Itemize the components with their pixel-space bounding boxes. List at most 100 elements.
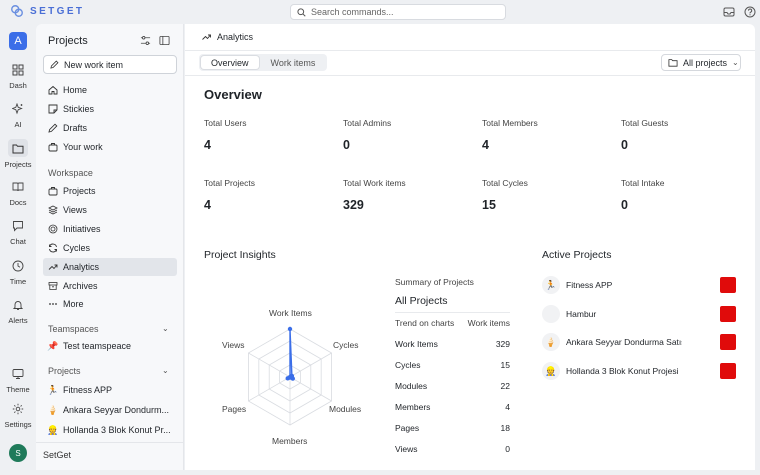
trend-icon bbox=[48, 262, 58, 272]
user-avatar[interactable]: S bbox=[9, 444, 27, 462]
sidebar-item-label: Your work bbox=[63, 142, 103, 152]
rail-item-projects[interactable]: Projects bbox=[0, 139, 36, 169]
sidebar-item-initiatives[interactable]: Initiatives bbox=[43, 220, 177, 238]
rail-item-time[interactable]: Time bbox=[0, 258, 36, 286]
rail-item-docs[interactable]: Docs bbox=[0, 179, 36, 207]
chevron-down-icon[interactable]: ⌄ bbox=[162, 324, 169, 333]
sidebar-item-label: Home bbox=[63, 85, 88, 95]
rail-item-ai[interactable]: AI bbox=[0, 101, 36, 129]
stat-total-projects: Total Projects 4 bbox=[204, 178, 334, 212]
workspace-section-label: Workspace bbox=[48, 168, 93, 178]
summary-row: Work Items 329 bbox=[395, 333, 510, 354]
briefcase-icon bbox=[48, 186, 58, 196]
summary-header: Trend on charts bbox=[395, 318, 455, 328]
sticky-note-icon bbox=[48, 104, 58, 114]
summary-row-value: 0 bbox=[505, 443, 510, 454]
brand[interactable]: SETGET bbox=[10, 4, 84, 18]
summary-table: Trend on charts Work items Work Items 32… bbox=[395, 312, 510, 459]
radar-point-work-items bbox=[287, 326, 293, 332]
app-rail: A Dash AI Projects Docs Chat Time Alerts… bbox=[0, 24, 36, 475]
breadcrumb-current[interactable]: Analytics bbox=[217, 32, 254, 42]
active-project-row[interactable]: 🍦 Ankara Seyyar Dondurma Satışı bbox=[542, 331, 736, 353]
rail-label: AI bbox=[14, 120, 22, 129]
active-project-row[interactable]: 🏃 Fitness APP bbox=[542, 274, 736, 296]
sidebar-title: Projects bbox=[48, 35, 88, 47]
archive-icon bbox=[48, 281, 58, 291]
stat-label: Total Cycles bbox=[482, 178, 528, 188]
sidebar-item-cycles[interactable]: Cycles bbox=[43, 239, 177, 257]
search-input[interactable] bbox=[311, 7, 491, 17]
chevron-down-icon[interactable]: ⌄ bbox=[162, 366, 169, 375]
rail-item-dash[interactable]: Dash bbox=[0, 62, 36, 90]
stat-total-guests: Total Guests 0 bbox=[621, 118, 751, 152]
sidebar-item-drafts[interactable]: Drafts bbox=[43, 119, 177, 137]
active-project-row[interactable]: 👷 Hollanda 3 Blok Konut Projesi bbox=[542, 360, 736, 382]
workspace-avatar[interactable]: A bbox=[9, 32, 27, 50]
stat-label: Total Projects bbox=[204, 178, 256, 188]
stat-label: Total Members bbox=[482, 118, 538, 128]
more-horizontal-icon bbox=[48, 299, 58, 309]
sidebar-project-item[interactable]: 🍦 Ankara Seyyar Dondurm... bbox=[43, 401, 177, 419]
rail-item-settings[interactable]: Settings bbox=[0, 401, 36, 429]
sidebar-item-teamspace[interactable]: 📌 Test teamspeace bbox=[43, 337, 177, 355]
summary-row-value: 4 bbox=[505, 401, 510, 412]
new-work-item-button[interactable]: New work item bbox=[43, 55, 177, 74]
filter-icon[interactable] bbox=[140, 35, 152, 47]
ice-cream-icon: 🍦 bbox=[47, 404, 59, 415]
summary-row-label: Members bbox=[395, 401, 431, 412]
projects-sidebar: Projects New work item Home Stickies Dra… bbox=[36, 24, 184, 470]
radar-axis-label: Pages bbox=[222, 404, 247, 414]
project-insights-radar-chart bbox=[248, 326, 332, 426]
monitor-icon bbox=[9, 366, 27, 382]
summary-row-value: 329 bbox=[495, 338, 510, 349]
sidebar-item-more[interactable]: More bbox=[43, 295, 177, 313]
stat-total-admins: Total Admins 0 bbox=[343, 118, 473, 152]
rail-item-chat[interactable]: Chat bbox=[0, 218, 36, 246]
stat-total-users: Total Users 4 bbox=[204, 118, 334, 152]
active-project-row[interactable]: Hambur bbox=[542, 303, 736, 325]
sidebar-item-views[interactable]: Views bbox=[43, 201, 177, 219]
stat-total-members: Total Members 4 bbox=[482, 118, 612, 152]
radar-axis-label: Cycles bbox=[333, 340, 359, 350]
sidebar-item-stickies[interactable]: Stickies bbox=[43, 100, 177, 118]
stat-value: 4 bbox=[204, 198, 211, 212]
sidebar-item-home[interactable]: Home bbox=[43, 81, 177, 99]
sidebar-item-your-work[interactable]: Your work bbox=[43, 138, 177, 156]
summary-title: Summary of Projects bbox=[395, 277, 474, 287]
rail-item-theme[interactable]: Theme bbox=[0, 366, 36, 394]
tab-overview[interactable]: Overview bbox=[201, 56, 259, 69]
command-search[interactable] bbox=[290, 4, 506, 20]
active-project-name: Hambur bbox=[566, 309, 597, 319]
pencil-icon bbox=[50, 60, 59, 69]
sidebar-item-projects[interactable]: Projects bbox=[43, 182, 177, 200]
active-projects-title: Active Projects bbox=[542, 249, 612, 261]
gear-icon bbox=[9, 401, 27, 417]
sidebar-toggle-icon[interactable] bbox=[159, 35, 171, 47]
project-filter-select[interactable]: All projects ⌄ bbox=[661, 54, 741, 71]
sidebar-project-item[interactable]: 🏃 Fitness APP bbox=[43, 381, 177, 399]
inbox-icon[interactable] bbox=[722, 5, 736, 19]
pen-icon bbox=[48, 123, 58, 133]
help-icon[interactable] bbox=[743, 5, 757, 19]
sidebar-item-label: Views bbox=[63, 205, 87, 215]
projects-section-label: Projects bbox=[48, 366, 81, 376]
rail-item-alerts[interactable]: Alerts bbox=[0, 297, 36, 325]
project-filter-value: All projects bbox=[683, 57, 728, 68]
sidebar-footer-divider bbox=[36, 442, 184, 443]
sidebar-project-item[interactable]: 👷 Hollanda 3 Blok Konut Pr... bbox=[43, 421, 177, 439]
tabs-divider bbox=[185, 75, 755, 76]
sidebar-footer-workspace[interactable]: SetGet bbox=[43, 450, 72, 460]
tab-work-items[interactable]: Work items bbox=[270, 57, 316, 68]
summary-row: Pages 18 bbox=[395, 417, 510, 438]
sidebar-item-archives[interactable]: Archives bbox=[43, 277, 177, 295]
summary-header-row: Trend on charts Work items bbox=[395, 312, 510, 333]
sidebar-item-analytics[interactable]: Analytics bbox=[43, 258, 177, 276]
chat-icon bbox=[9, 218, 27, 234]
rail-label: Time bbox=[9, 277, 27, 286]
rail-label: Alerts bbox=[8, 316, 28, 325]
sidebar-item-label: Projects bbox=[63, 186, 96, 196]
summary-row-label: Modules bbox=[395, 380, 428, 391]
trend-icon bbox=[202, 34, 211, 40]
summary-row-label: Pages bbox=[395, 422, 420, 433]
stat-label: Total Work items bbox=[343, 178, 406, 188]
